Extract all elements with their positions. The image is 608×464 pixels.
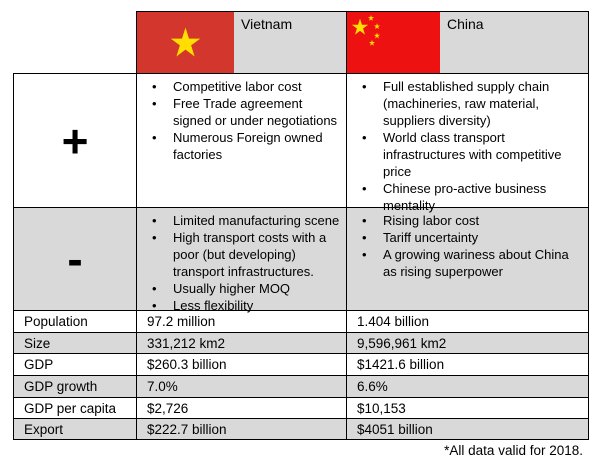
cons-list-china: Rising labor costTariff uncertaintyA gro…	[347, 208, 588, 280]
china-flag-icon	[347, 12, 440, 73]
header-cell-vietnam: Vietnam	[136, 11, 346, 73]
stat-vietnam-size: 331,212 km2	[136, 332, 346, 353]
pros-list-vietnam: Competitive labor costFree Trade agreeme…	[137, 74, 346, 163]
bullet-item: Numerous Foreign owned factories	[151, 129, 343, 163]
header-empty-cell	[13, 11, 136, 73]
bullet-item: Rising labor cost	[361, 212, 585, 229]
vietnam-label: Vietnam	[241, 16, 293, 32]
bullet-item: A growing wariness about China as rising…	[361, 246, 585, 280]
bullet-item: Usually higher MOQ	[151, 280, 343, 297]
stat-label-population: Population	[13, 310, 136, 332]
stat-china-gdp-per-capita: $10,153	[346, 397, 589, 418]
pros-cell-vietnam: Competitive labor costFree Trade agreeme…	[136, 73, 346, 207]
bullet-item: Tariff uncertainty	[361, 229, 585, 246]
cons-cell-china: Rising labor costTariff uncertaintyA gro…	[346, 207, 589, 310]
china-label: China	[447, 16, 484, 32]
stat-label-gdp-per-capita: GDP per capita	[13, 397, 136, 418]
bullet-item: Full established supply chain (machineri…	[361, 78, 585, 129]
stat-vietnam-gdp-per-capita: $2,726	[136, 397, 346, 418]
bullet-item: Less flexibility	[151, 297, 343, 314]
stat-label-gdp: GDP	[13, 353, 136, 375]
pros-list-china: Full established supply chain (machineri…	[347, 74, 588, 214]
plus-symbol: +	[13, 73, 136, 207]
stat-china-size: 9,596,961 km2	[346, 332, 589, 353]
bullet-item: Free Trade agreement signed or under neg…	[151, 95, 343, 129]
cons-cell-vietnam: Limited manufacturing sceneHigh transpor…	[136, 207, 346, 314]
stat-label-gdp-growth: GDP growth	[13, 375, 136, 397]
pros-cell-china: Full established supply chain (machineri…	[346, 73, 589, 213]
minus-symbol: -	[13, 207, 136, 310]
stat-china-gdp: $1421.6 billion	[346, 353, 589, 375]
bullet-item: World class transport infrastructures wi…	[361, 129, 585, 180]
data-validity-footnote: *All data valid for 2018.	[444, 443, 583, 458]
stat-china-population: 1.404 billion	[346, 310, 589, 332]
bullet-item: Competitive labor cost	[151, 78, 343, 95]
stat-vietnam-gdp-growth: 7.0%	[136, 375, 346, 397]
bullet-item: Limited manufacturing scene	[151, 212, 343, 229]
stat-vietnam-export: $222.7 billion	[136, 418, 346, 440]
stat-china-gdp-growth: 6.6%	[346, 375, 589, 397]
stat-label-export: Export	[13, 418, 136, 440]
stat-china-export: $4051 billion	[346, 418, 589, 440]
vietnam-flag-icon	[137, 12, 234, 73]
stat-vietnam-gdp: $260.3 billion	[136, 353, 346, 375]
bullet-item: High transport costs with a poor (but de…	[151, 229, 343, 280]
cons-list-vietnam: Limited manufacturing sceneHigh transpor…	[137, 208, 346, 314]
stat-label-size: Size	[13, 332, 136, 353]
comparison-table: Vietnam China + Competitive labor costFr…	[13, 11, 589, 440]
bullet-item: Chinese pro-active business mentality	[361, 180, 585, 214]
header-cell-china: China	[346, 11, 589, 73]
